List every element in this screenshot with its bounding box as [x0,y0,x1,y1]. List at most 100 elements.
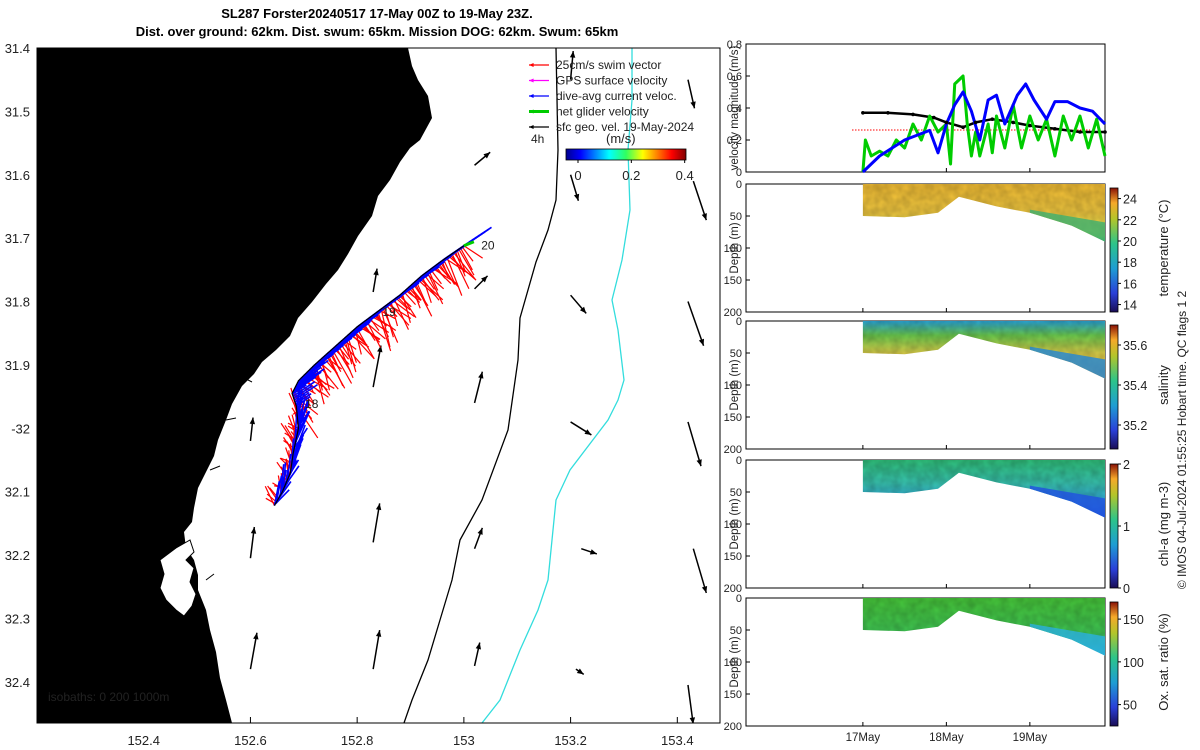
swim-vector [410,284,421,309]
day-marker-label: 18 [305,397,319,411]
velocity-axes: 0 0.2 0.4 0.6 0.8 [727,39,1031,179]
x-tick-label: 153.2 [554,733,587,748]
geo-velocity-arrow [687,421,702,467]
legend-swatch [529,78,549,83]
legend-swatch [529,109,549,114]
dive-avg-current-vector [293,383,318,401]
colorbar-tick-label: 18 [1123,256,1137,270]
velocity-ylabel: velocity magnitude (m/s) [729,46,741,171]
section-bottom-band [1029,209,1105,242]
map-x-axis: 152.4 152.6 152.8 153 153.2 153.4 [127,717,694,748]
y-tick-label: 31.9 [5,358,30,373]
section-bottom-band [1029,623,1105,656]
swim-vector [356,327,375,360]
swim-vector [393,299,410,330]
section-panel: 0 50 100 150 200 Depth (m) 35.2 35.4 35.6 salinit… [724,316,1171,456]
day-marker-label: 20 [481,238,495,252]
geo-velocity-arrow [372,503,382,543]
section-panel: 0 50 100 150 200 Depth (m) 0 1 2 chl-a (mg m-3) [724,455,1171,596]
dive-avg-current-vector [295,396,311,407]
colorbar-tick-label: 35.6 [1123,339,1147,353]
dive-avg-current-vector [279,464,285,496]
y-tick-label: 32.4 [5,675,30,690]
geo-velocity-arrow [473,642,482,667]
geo-velocity-arrow [570,421,592,436]
depth-axis-label: Depth (m) [729,222,741,273]
geo-velocity-arrow [581,547,598,555]
colorbar-tick-label: 16 [1123,277,1137,291]
colorbar-tick-label: 1 [1123,520,1130,534]
colorbar-title: temperature (°C) [1156,200,1171,297]
chart-title-line2: Dist. over ground: 62km. Dist. swum: 65k… [135,24,619,39]
colorbar-title: chl-a (mg m-3) [1156,482,1171,567]
isobaths-label: isobaths: 0 200 1000m [48,690,169,704]
swim-vector [350,332,375,360]
swim-vector [446,257,463,296]
time-tick-label: 18May [929,732,964,744]
depth-tick-label: 100 [724,657,742,669]
depth-axis-label: Depth (m) [729,636,741,687]
dive-avg-current-vector [293,371,322,392]
y-tick-label: 31.5 [5,104,30,119]
dive-avg-current-vector [274,489,290,505]
legend-label: dive-avg current veloc. [556,89,677,103]
swim-vector [265,497,276,505]
velocity-point [1011,120,1015,125]
y-tick-label: 31.8 [5,295,30,310]
swim-vector [380,308,391,348]
depth-axis-label: Depth (m) [729,498,741,549]
depth-tick-label: 200 [724,583,742,595]
swim-vector [413,281,433,317]
velocity-point [1053,127,1057,131]
legend-swatch [529,125,549,129]
depth-tick-label: 150 [724,551,742,563]
legend-swatch [529,63,549,67]
y-tick-label: 32.1 [5,485,30,500]
depth-tick-label: 0 [736,593,742,605]
velocity-ytick-label: 0 [736,167,742,179]
map-panel: 18 19 20 152.4 152.6 152.8 153 153.2 153.4 31.4… [5,41,721,748]
section-colorbar [1109,324,1119,450]
colorbar-title: salinity [1156,365,1171,405]
geo-velocity-arrow [569,51,576,80]
velocity-series-line [861,82,1107,174]
swim-vector [403,291,417,306]
colorbar-tick-label: 100 [1123,656,1144,670]
velocity-point [932,115,936,120]
time-tick-label: 17May [846,732,881,744]
colorbar-tick-label: 150 [1123,613,1144,627]
y-tick-label: 31.6 [5,168,30,183]
swim-vector [401,292,411,323]
depth-tick-label: 0 [736,316,742,328]
velocity-ytick-label: 0.2 [727,135,742,147]
depth-tick-label: 200 [724,444,742,456]
swim-vector [397,296,411,311]
velocity-series-line [861,74,1107,173]
colorbar-tick-label: 0.2 [622,168,640,183]
geo-velocity-arrow [372,268,379,293]
dive-avg-current-vector [284,465,300,487]
dive-avg-current-vector [296,366,322,384]
time-axis: 17May 18May 19May [846,732,1048,744]
depth-tick-label: 150 [724,275,742,287]
swim-vector [456,250,466,271]
swim-vector [390,301,399,327]
swim-vector [377,311,392,352]
y-tick-label: 31.7 [5,231,30,246]
swim-vector [451,253,470,290]
colorbar-ticks: 0 0.2 0.4 [574,160,694,183]
velocity-point [961,125,965,129]
swim-vector [288,392,298,411]
depth-tick-label: 0 [736,179,742,191]
y-tick-label: 32.3 [5,611,30,626]
y-tick-label: 31.4 [5,41,30,56]
colorbar-tick-label: 35.2 [1123,419,1147,433]
depth-tick-label: 50 [730,625,742,637]
x-tick-label: 152.4 [127,733,160,748]
geo-velocity-arrow [692,548,708,594]
swim-vector [463,245,483,259]
credit-text: © IMOS 04-Jul-2024 01:55:25 Hobart time.… [1175,291,1189,590]
dive-avg-current-vector [293,385,313,399]
